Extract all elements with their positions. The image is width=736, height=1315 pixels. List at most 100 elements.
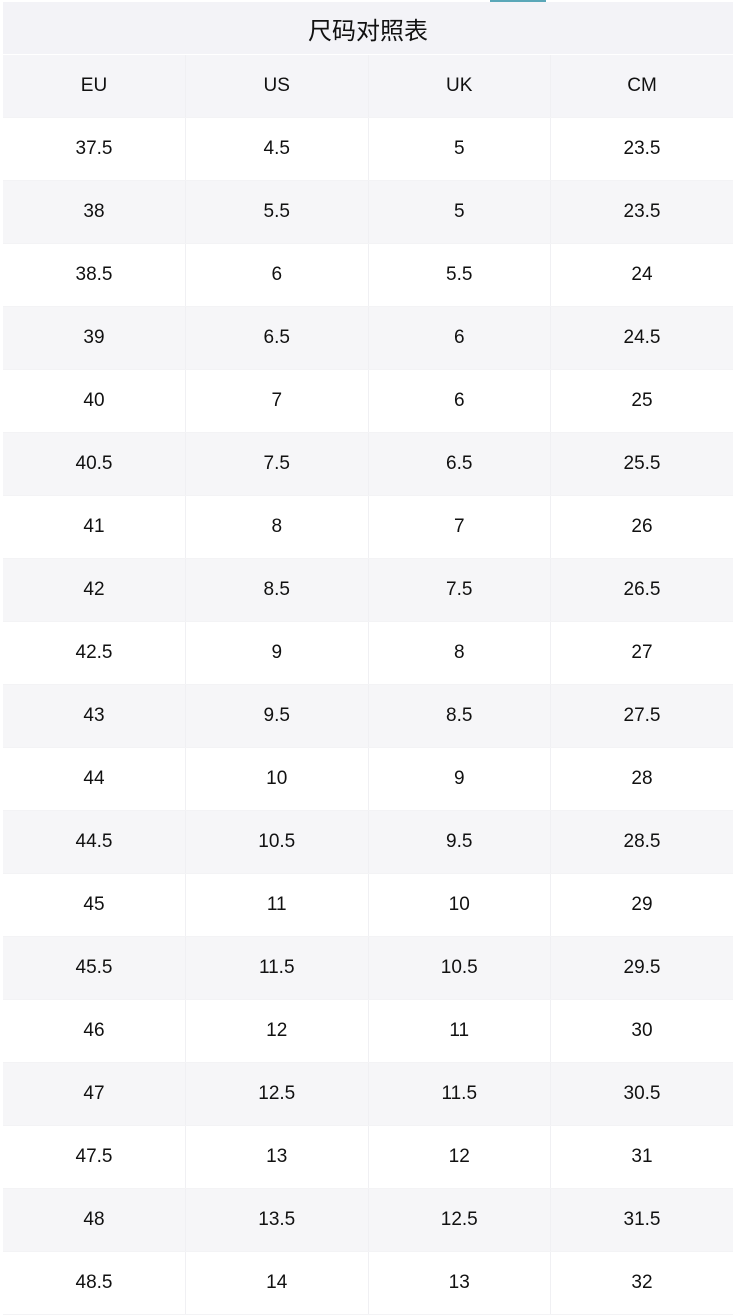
table-row: 48.5 14 13 32	[3, 1251, 733, 1315]
cell-uk: 6	[368, 369, 551, 433]
cell-uk: 12.5	[368, 1188, 551, 1252]
cell-eu: 47	[3, 1062, 186, 1126]
table-row: 44.5 10.5 9.5 28.5	[3, 810, 733, 874]
cell-us: 12.5	[185, 1062, 369, 1126]
cell-uk: 8	[368, 621, 551, 685]
cell-cm: 24.5	[550, 306, 733, 370]
cell-eu: 42.5	[3, 621, 186, 685]
cell-uk: 7.5	[368, 558, 551, 622]
table-row: 40.5 7.5 6.5 25.5	[3, 432, 733, 496]
cell-eu: 42	[3, 558, 186, 622]
cell-cm: 23.5	[550, 180, 733, 244]
header-us: US	[185, 55, 369, 118]
cell-us: 10.5	[185, 810, 369, 874]
cell-uk: 10.5	[368, 936, 551, 1000]
cell-cm: 25.5	[550, 432, 733, 496]
cell-eu: 37.5	[3, 117, 186, 181]
top-accent-bar	[490, 0, 546, 2]
cell-eu: 40	[3, 369, 186, 433]
table-row: 40 7 6 25	[3, 369, 733, 433]
table-row: 48 13.5 12.5 31.5	[3, 1188, 733, 1252]
cell-cm: 30	[550, 999, 733, 1063]
cell-cm: 29	[550, 873, 733, 937]
cell-uk: 5.5	[368, 243, 551, 307]
cell-us: 9	[185, 621, 369, 685]
cell-eu: 41	[3, 495, 186, 559]
table-row: 47.5 13 12 31	[3, 1125, 733, 1189]
table-row: 38 5.5 5 23.5	[3, 180, 733, 244]
header-eu: EU	[3, 55, 186, 118]
table-row: 43 9.5 8.5 27.5	[3, 684, 733, 748]
cell-us: 11	[185, 873, 369, 937]
cell-cm: 23.5	[550, 117, 733, 181]
cell-cm: 24	[550, 243, 733, 307]
cell-eu: 45.5	[3, 936, 186, 1000]
table-row: 47 12.5 11.5 30.5	[3, 1062, 733, 1126]
cell-eu: 45	[3, 873, 186, 937]
cell-us: 7.5	[185, 432, 369, 496]
header-uk: UK	[368, 55, 551, 118]
cell-cm: 31	[550, 1125, 733, 1189]
cell-cm: 28	[550, 747, 733, 811]
cell-us: 13.5	[185, 1188, 369, 1252]
cell-cm: 32	[550, 1251, 733, 1315]
cell-us: 9.5	[185, 684, 369, 748]
cell-eu: 38	[3, 180, 186, 244]
cell-uk: 7	[368, 495, 551, 559]
table-row: 45 11 10 29	[3, 873, 733, 937]
size-chart-table: EU US UK CM 37.5 4.5 5 23.5 38 5.5 5 23.5 38.5 6 5…	[3, 55, 733, 1315]
cell-us: 6	[185, 243, 369, 307]
cell-cm: 29.5	[550, 936, 733, 1000]
cell-cm: 27.5	[550, 684, 733, 748]
cell-eu: 43	[3, 684, 186, 748]
cell-uk: 9.5	[368, 810, 551, 874]
cell-cm: 31.5	[550, 1188, 733, 1252]
cell-eu: 39	[3, 306, 186, 370]
cell-eu: 47.5	[3, 1125, 186, 1189]
table-row: 45.5 11.5 10.5 29.5	[3, 936, 733, 1000]
page-title: 尺码对照表	[3, 2, 733, 54]
cell-uk: 6	[368, 306, 551, 370]
table-row: 42 8.5 7.5 26.5	[3, 558, 733, 622]
cell-us: 10	[185, 747, 369, 811]
cell-cm: 26.5	[550, 558, 733, 622]
cell-cm: 25	[550, 369, 733, 433]
table-row: 46 12 11 30	[3, 999, 733, 1063]
cell-uk: 5	[368, 180, 551, 244]
cell-uk: 10	[368, 873, 551, 937]
cell-eu: 38.5	[3, 243, 186, 307]
cell-us: 8.5	[185, 558, 369, 622]
cell-us: 8	[185, 495, 369, 559]
cell-us: 12	[185, 999, 369, 1063]
cell-cm: 26	[550, 495, 733, 559]
table-row: 41 8 7 26	[3, 495, 733, 559]
cell-uk: 13	[368, 1251, 551, 1315]
cell-us: 11.5	[185, 936, 369, 1000]
cell-cm: 28.5	[550, 810, 733, 874]
cell-uk: 5	[368, 117, 551, 181]
cell-uk: 11	[368, 999, 551, 1063]
table-row: 44 10 9 28	[3, 747, 733, 811]
cell-us: 7	[185, 369, 369, 433]
cell-uk: 6.5	[368, 432, 551, 496]
table-row: 37.5 4.5 5 23.5	[3, 117, 733, 181]
table-row: 39 6.5 6 24.5	[3, 306, 733, 370]
cell-uk: 12	[368, 1125, 551, 1189]
cell-us: 6.5	[185, 306, 369, 370]
cell-eu: 48.5	[3, 1251, 186, 1315]
cell-us: 14	[185, 1251, 369, 1315]
cell-uk: 9	[368, 747, 551, 811]
cell-us: 5.5	[185, 180, 369, 244]
cell-cm: 30.5	[550, 1062, 733, 1126]
header-row: EU US UK CM	[3, 55, 733, 118]
cell-uk: 8.5	[368, 684, 551, 748]
cell-cm: 27	[550, 621, 733, 685]
cell-us: 13	[185, 1125, 369, 1189]
cell-eu: 48	[3, 1188, 186, 1252]
table-row: 42.5 9 8 27	[3, 621, 733, 685]
cell-eu: 46	[3, 999, 186, 1063]
table-row: 38.5 6 5.5 24	[3, 243, 733, 307]
cell-eu: 44	[3, 747, 186, 811]
cell-us: 4.5	[185, 117, 369, 181]
header-cm: CM	[550, 55, 733, 118]
